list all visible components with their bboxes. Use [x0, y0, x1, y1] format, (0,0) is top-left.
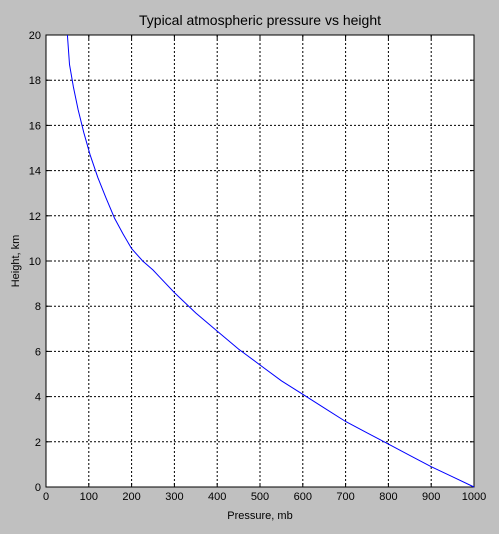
y-tick-labels: 0 2 4 6 8 10 12 14 16 18 20: [29, 30, 41, 494]
x-tick-label: 300: [165, 491, 183, 503]
x-tick-label: 500: [251, 491, 269, 503]
x-axis-label: Pressure, mb: [227, 510, 292, 522]
x-tick-label: 0: [43, 491, 49, 503]
y-axis-label: Height, km: [10, 235, 22, 288]
x-tick-label: 100: [80, 491, 98, 503]
y-tick-label: 6: [35, 346, 41, 358]
x-tick-label: 700: [336, 491, 354, 503]
y-tick-label: 4: [35, 392, 41, 404]
axis-ticks: [45, 34, 475, 488]
y-tick-label: 20: [29, 30, 41, 42]
series-group: [66, 34, 475, 488]
series-line: [66, 34, 475, 488]
x-tick-label: 400: [208, 491, 226, 503]
x-tick-label: 800: [379, 491, 397, 503]
chart-title: Typical atmospheric pressure vs height: [139, 12, 381, 28]
x-tick-label: 600: [294, 491, 312, 503]
x-tick-label: 200: [122, 491, 140, 503]
y-tick-label: 2: [35, 437, 41, 449]
y-tick-label: 14: [29, 166, 41, 178]
y-tick-label: 8: [35, 301, 41, 313]
y-tick-label: 0: [35, 482, 41, 494]
y-tick-label: 12: [29, 211, 41, 223]
x-tick-labels: 0 100 200 300 400 500 600 700 800 900 1000: [43, 491, 486, 503]
grid-lines: [46, 35, 474, 487]
y-tick-label: 16: [29, 120, 41, 132]
y-tick-label: 10: [29, 256, 41, 268]
x-tick-label: 1000: [462, 491, 486, 503]
y-tick-label: 18: [29, 75, 41, 87]
x-tick-label: 900: [422, 491, 440, 503]
